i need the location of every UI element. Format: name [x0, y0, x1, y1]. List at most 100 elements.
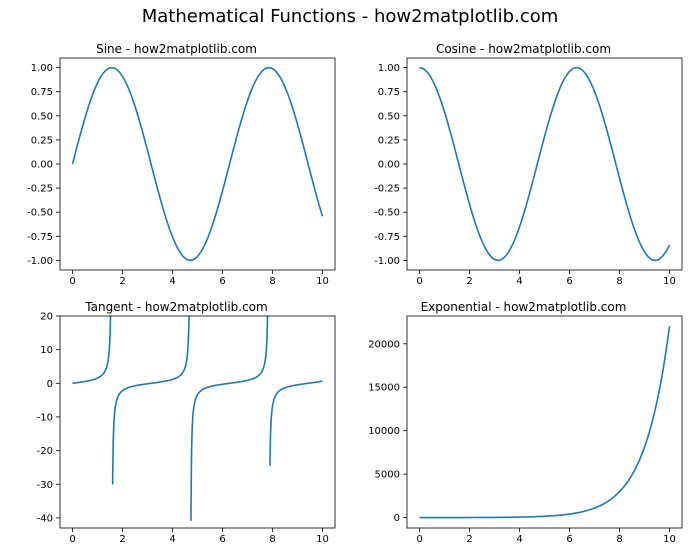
ytick: -0.50: [27, 208, 60, 219]
panel-sine: Sine - how2matplotlib.com 0246810-1.00-0…: [12, 40, 341, 292]
xtick-label: 0: [416, 534, 422, 545]
axes-spine: [60, 316, 335, 528]
series-line: [420, 68, 670, 261]
ytick-label: 0.25: [378, 135, 400, 146]
ytick: 0.00: [378, 160, 407, 171]
ytick: -1.00: [27, 256, 60, 267]
ytick-label: 0.75: [31, 87, 53, 98]
ytick-label: 0.75: [378, 87, 400, 98]
xtick: 2: [466, 270, 472, 287]
axes-spine: [60, 58, 335, 270]
ytick-label: -0.50: [27, 208, 53, 219]
ytick: 0.50: [31, 111, 60, 122]
xtick-label: 4: [516, 276, 522, 287]
ytick-label: 0.00: [31, 160, 53, 171]
ytick: 0.75: [31, 87, 60, 98]
xtick: 0: [69, 528, 75, 545]
ytick-label: 0.50: [31, 111, 53, 122]
ytick: -0.75: [27, 232, 60, 243]
axes-sine: 0246810-1.00-0.75-0.50-0.250.000.250.500…: [60, 58, 335, 270]
panel-title: Exponential - how2matplotlib.com: [359, 298, 688, 316]
xtick: 10: [663, 528, 676, 545]
xtick-label: 4: [169, 276, 175, 287]
panel-title: Cosine - how2matplotlib.com: [359, 40, 688, 58]
figure: Mathematical Functions - how2matplotlib.…: [0, 0, 700, 560]
xtick: 6: [566, 528, 572, 545]
xtick-label: 8: [616, 276, 622, 287]
ytick-label: -40: [37, 513, 53, 524]
subplot-grid: Sine - how2matplotlib.com 0246810-1.00-0…: [12, 40, 688, 550]
xtick-label: 10: [316, 534, 329, 545]
xtick: 10: [663, 270, 676, 287]
xtick-label: 2: [466, 534, 472, 545]
xtick: 6: [219, 528, 225, 545]
ytick: 1.00: [378, 63, 407, 74]
ytick: 0.00: [31, 160, 60, 171]
panel-title: Tangent - how2matplotlib.com: [12, 298, 341, 316]
xtick: 0: [416, 270, 422, 287]
xtick: 0: [416, 528, 422, 545]
ytick-label: 5000: [375, 470, 400, 481]
ytick-label: 0.50: [378, 111, 400, 122]
xtick-label: 2: [466, 276, 472, 287]
ytick-label: -30: [37, 480, 53, 491]
ytick-label: -0.25: [27, 184, 53, 195]
xtick: 10: [316, 528, 329, 545]
xtick: 2: [466, 528, 472, 545]
xtick: 6: [219, 270, 225, 287]
xtick: 8: [616, 528, 622, 545]
xtick-label: 0: [416, 276, 422, 287]
ytick: 0.75: [378, 87, 407, 98]
axes-spine: [407, 58, 682, 270]
ytick: 0: [47, 379, 60, 390]
panel-title: Sine - how2matplotlib.com: [12, 40, 341, 58]
ytick-label: 1.00: [378, 63, 400, 74]
ytick-label: -0.25: [374, 184, 400, 195]
panel-tangent: Tangent - how2matplotlib.com 0246810-40-…: [12, 298, 341, 550]
series-line: [73, 68, 323, 261]
panel-exponential: Exponential - how2matplotlib.com 0246810…: [359, 298, 688, 550]
ytick: -40: [37, 513, 60, 524]
xtick: 6: [566, 270, 572, 287]
xtick: 4: [169, 528, 175, 545]
xtick-label: 10: [663, 276, 676, 287]
xtick: 4: [516, 270, 522, 287]
xtick: 2: [119, 528, 125, 545]
ytick-label: 20: [40, 312, 53, 323]
ytick-label: 0: [394, 513, 400, 524]
ytick-label: -20: [37, 446, 53, 457]
ytick-label: 0: [47, 379, 53, 390]
xtick-label: 2: [119, 276, 125, 287]
xtick-label: 8: [269, 276, 275, 287]
xtick-label: 6: [219, 534, 225, 545]
ytick: 20000: [368, 339, 407, 350]
xtick: 4: [516, 528, 522, 545]
series-line: [73, 252, 323, 521]
ytick: 15000: [368, 383, 407, 394]
figure-suptitle: Mathematical Functions - how2matplotlib.…: [0, 6, 700, 27]
axes-exponential: 024681005000100001500020000: [407, 316, 682, 528]
xtick-label: 0: [69, 534, 75, 545]
ytick: -20: [37, 446, 60, 457]
xtick-label: 8: [616, 534, 622, 545]
ytick-label: 10000: [368, 426, 400, 437]
xtick-label: 6: [566, 276, 572, 287]
xtick-label: 8: [269, 534, 275, 545]
ytick: 5000: [375, 470, 407, 481]
xtick: 8: [269, 270, 275, 287]
ytick: 0.25: [378, 135, 407, 146]
ytick-label: -10: [37, 412, 53, 423]
xtick-label: 6: [219, 276, 225, 287]
ytick: -0.25: [27, 184, 60, 195]
ytick: -1.00: [374, 256, 407, 267]
ytick: 10000: [368, 426, 407, 437]
ytick-label: 0.25: [31, 135, 53, 146]
axes-wrap: 0246810-40-30-20-1001020: [60, 316, 335, 528]
xtick-label: 10: [316, 276, 329, 287]
ytick: -30: [37, 480, 60, 491]
ytick: 1.00: [31, 63, 60, 74]
xtick-label: 0: [69, 276, 75, 287]
ytick-label: -0.75: [374, 232, 400, 243]
panel-cosine: Cosine - how2matplotlib.com 0 2 4 6 8 10 -1.00…: [359, 40, 688, 292]
axes-wrap: 024681005000100001500020000: [407, 316, 682, 528]
